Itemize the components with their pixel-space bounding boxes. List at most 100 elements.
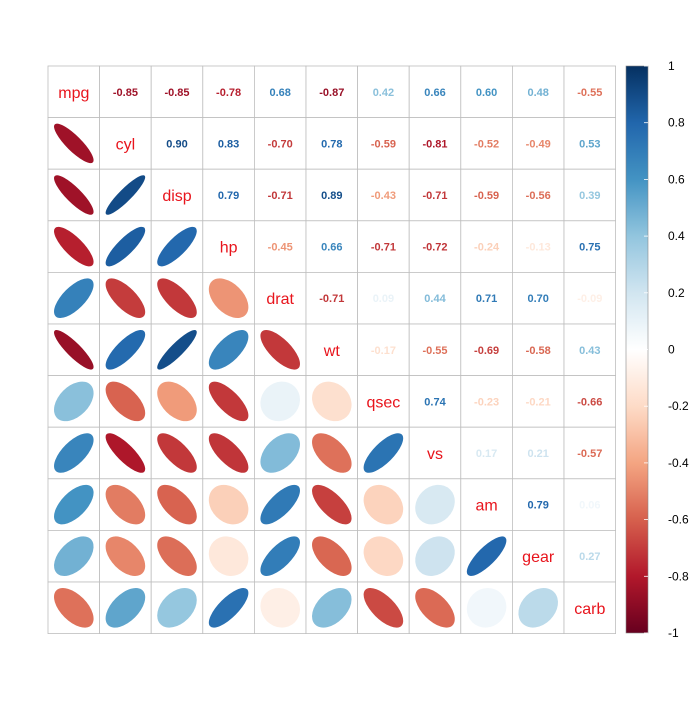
matrix-cell-hp-qsec [357, 220, 410, 273]
matrix-cell-mpg-gear [512, 65, 565, 118]
correlation-ellipse-hp-disp [157, 226, 197, 267]
correlation-ellipse-am-drat [260, 484, 300, 525]
matrix-cell-hp-vs [408, 220, 462, 273]
variable-label-hp: hp [220, 240, 238, 257]
correlation-value-mpg-cyl: -0.85 [113, 87, 138, 99]
matrix-cell-vs-gear [512, 426, 565, 480]
correlation-value-hp-qsec: -0.71 [371, 242, 396, 254]
colorbar-tick-label: 1 [668, 59, 675, 73]
matrix-cell-disp-qsec [357, 168, 410, 222]
correlation-ellipse-gear-qsec [363, 536, 404, 576]
correlation-ellipse-qsec-hp [208, 381, 249, 422]
correlation-ellipse-gear-am [466, 536, 507, 576]
correlation-ellipse-vs-wt [312, 433, 352, 473]
correlation-ellipse-carb-drat [260, 588, 300, 628]
variable-label-mpg: mpg [58, 85, 89, 102]
correlation-value-wt-gear: -0.58 [526, 345, 551, 357]
matrix-cell-mpg-carb [563, 65, 616, 118]
correlation-ellipse-carb-vs [415, 588, 455, 628]
correlation-value-cyl-hp: 0.83 [218, 138, 239, 150]
correlation-ellipse-vs-mpg [54, 433, 94, 473]
matrix-cell-disp-vs [408, 168, 462, 222]
correlation-value-vs-gear: 0.21 [527, 448, 548, 460]
matrix-cell-mpg-vs [408, 65, 462, 118]
correlation-value-disp-carb: 0.39 [579, 190, 600, 202]
matrix-cell-cyl-qsec [357, 117, 410, 170]
colorbar-tick-label: -0.2 [668, 399, 689, 413]
matrix-cell-disp-am [460, 168, 513, 222]
correlation-value-cyl-gear: -0.49 [526, 138, 551, 150]
correlation-value-cyl-qsec: -0.59 [371, 138, 396, 150]
correlation-ellipse-qsec-wt [312, 381, 352, 422]
correlation-value-wt-carb: 0.43 [579, 345, 600, 357]
colorbar-tick-label: -0.6 [668, 513, 689, 527]
variable-label-carb: carb [574, 601, 605, 618]
matrix-cell-mpg-wt [305, 65, 358, 118]
correlation-ellipse-carb-mpg [54, 588, 94, 628]
correlation-value-am-gear: 0.79 [527, 500, 548, 512]
matrix-cell-mpg-mpg [47, 65, 100, 118]
correlation-value-disp-wt: 0.89 [321, 190, 342, 202]
correlation-ellipse-wt-disp [157, 330, 197, 370]
correlation-ellipse-wt-cyl [105, 330, 146, 370]
matrix-cell-gear-carb [563, 530, 616, 583]
correlation-ellipse-qsec-mpg [54, 381, 94, 422]
correlation-ellipse-disp-mpg [54, 175, 94, 215]
correlation-value-mpg-vs: 0.66 [424, 87, 445, 99]
variable-label-qsec: qsec [367, 394, 401, 411]
correlation-value-mpg-drat: 0.68 [269, 87, 290, 99]
correlation-ellipse-gear-drat [260, 536, 300, 576]
matrix-cell-drat-am [460, 271, 513, 325]
matrix-cell-wt-gear [512, 323, 565, 376]
matrix-cell-qsec-qsec [357, 375, 410, 428]
correlation-value-drat-carb: -0.09 [577, 293, 602, 305]
correlation-ellipse-drat-cyl [105, 278, 146, 318]
colorbar-tick-label: 0 [668, 343, 675, 357]
variable-label-drat: drat [266, 291, 294, 308]
correlation-ellipse-qsec-disp [157, 381, 197, 422]
correlation-ellipse-am-disp [157, 484, 197, 525]
correlation-value-cyl-vs: -0.81 [422, 138, 447, 150]
matrix-cell-cyl-vs [408, 117, 462, 170]
matrix-cell-hp-drat [253, 220, 307, 273]
matrix-cell-cyl-carb [563, 117, 616, 170]
matrix-cell-drat-drat [253, 271, 307, 325]
correlation-value-wt-qsec: -0.17 [371, 345, 396, 357]
correlation-value-hp-wt: 0.66 [321, 242, 342, 254]
matrix-cell-drat-gear [512, 271, 565, 325]
correlation-value-hp-am: -0.24 [474, 242, 500, 254]
correlation-ellipse-vs-drat [260, 433, 300, 473]
matrix-cell-cyl-hp [202, 117, 255, 170]
correlation-ellipse-gear-disp [157, 536, 197, 576]
correlation-ellipse-drat-hp [208, 278, 249, 318]
colorbar-tick-label: -0.8 [668, 569, 689, 583]
correlation-ellipse-wt-drat [260, 330, 300, 370]
correlation-value-disp-am: -0.59 [474, 190, 499, 202]
correlation-value-cyl-wt: 0.78 [321, 138, 342, 150]
correlation-value-drat-am: 0.71 [476, 293, 497, 305]
correlation-ellipse-am-cyl [105, 484, 146, 525]
matrix-cell-wt-carb [563, 323, 616, 376]
matrix-cell-cyl-disp [150, 117, 204, 170]
correlation-value-disp-vs: -0.71 [422, 190, 447, 202]
matrix-cell-am-carb [563, 478, 616, 531]
matrix-cell-disp-hp [202, 168, 255, 222]
matrix-cell-cyl-cyl [99, 117, 152, 170]
matrix-cell-hp-hp [202, 220, 255, 273]
matrix-cell-hp-am [460, 220, 513, 273]
correlation-value-cyl-disp: 0.90 [166, 138, 187, 150]
correlation-ellipse-cyl-mpg [54, 123, 94, 164]
correlation-ellipse-vs-hp [208, 433, 249, 473]
correlation-ellipse-vs-disp [157, 433, 197, 473]
correlation-ellipse-am-vs [415, 484, 455, 525]
correlation-value-disp-drat: -0.71 [268, 190, 293, 202]
correlation-value-wt-am: -0.69 [474, 345, 499, 357]
correlation-ellipse-wt-hp [208, 330, 249, 370]
colorbar-tick-label: 0.2 [668, 286, 685, 300]
matrix-cell-wt-vs [408, 323, 462, 376]
variable-label-cyl: cyl [116, 136, 136, 153]
matrix-cell-wt-am [460, 323, 513, 376]
correlation-ellipse-carb-gear [518, 588, 558, 628]
correlation-value-qsec-carb: -0.66 [577, 396, 602, 408]
